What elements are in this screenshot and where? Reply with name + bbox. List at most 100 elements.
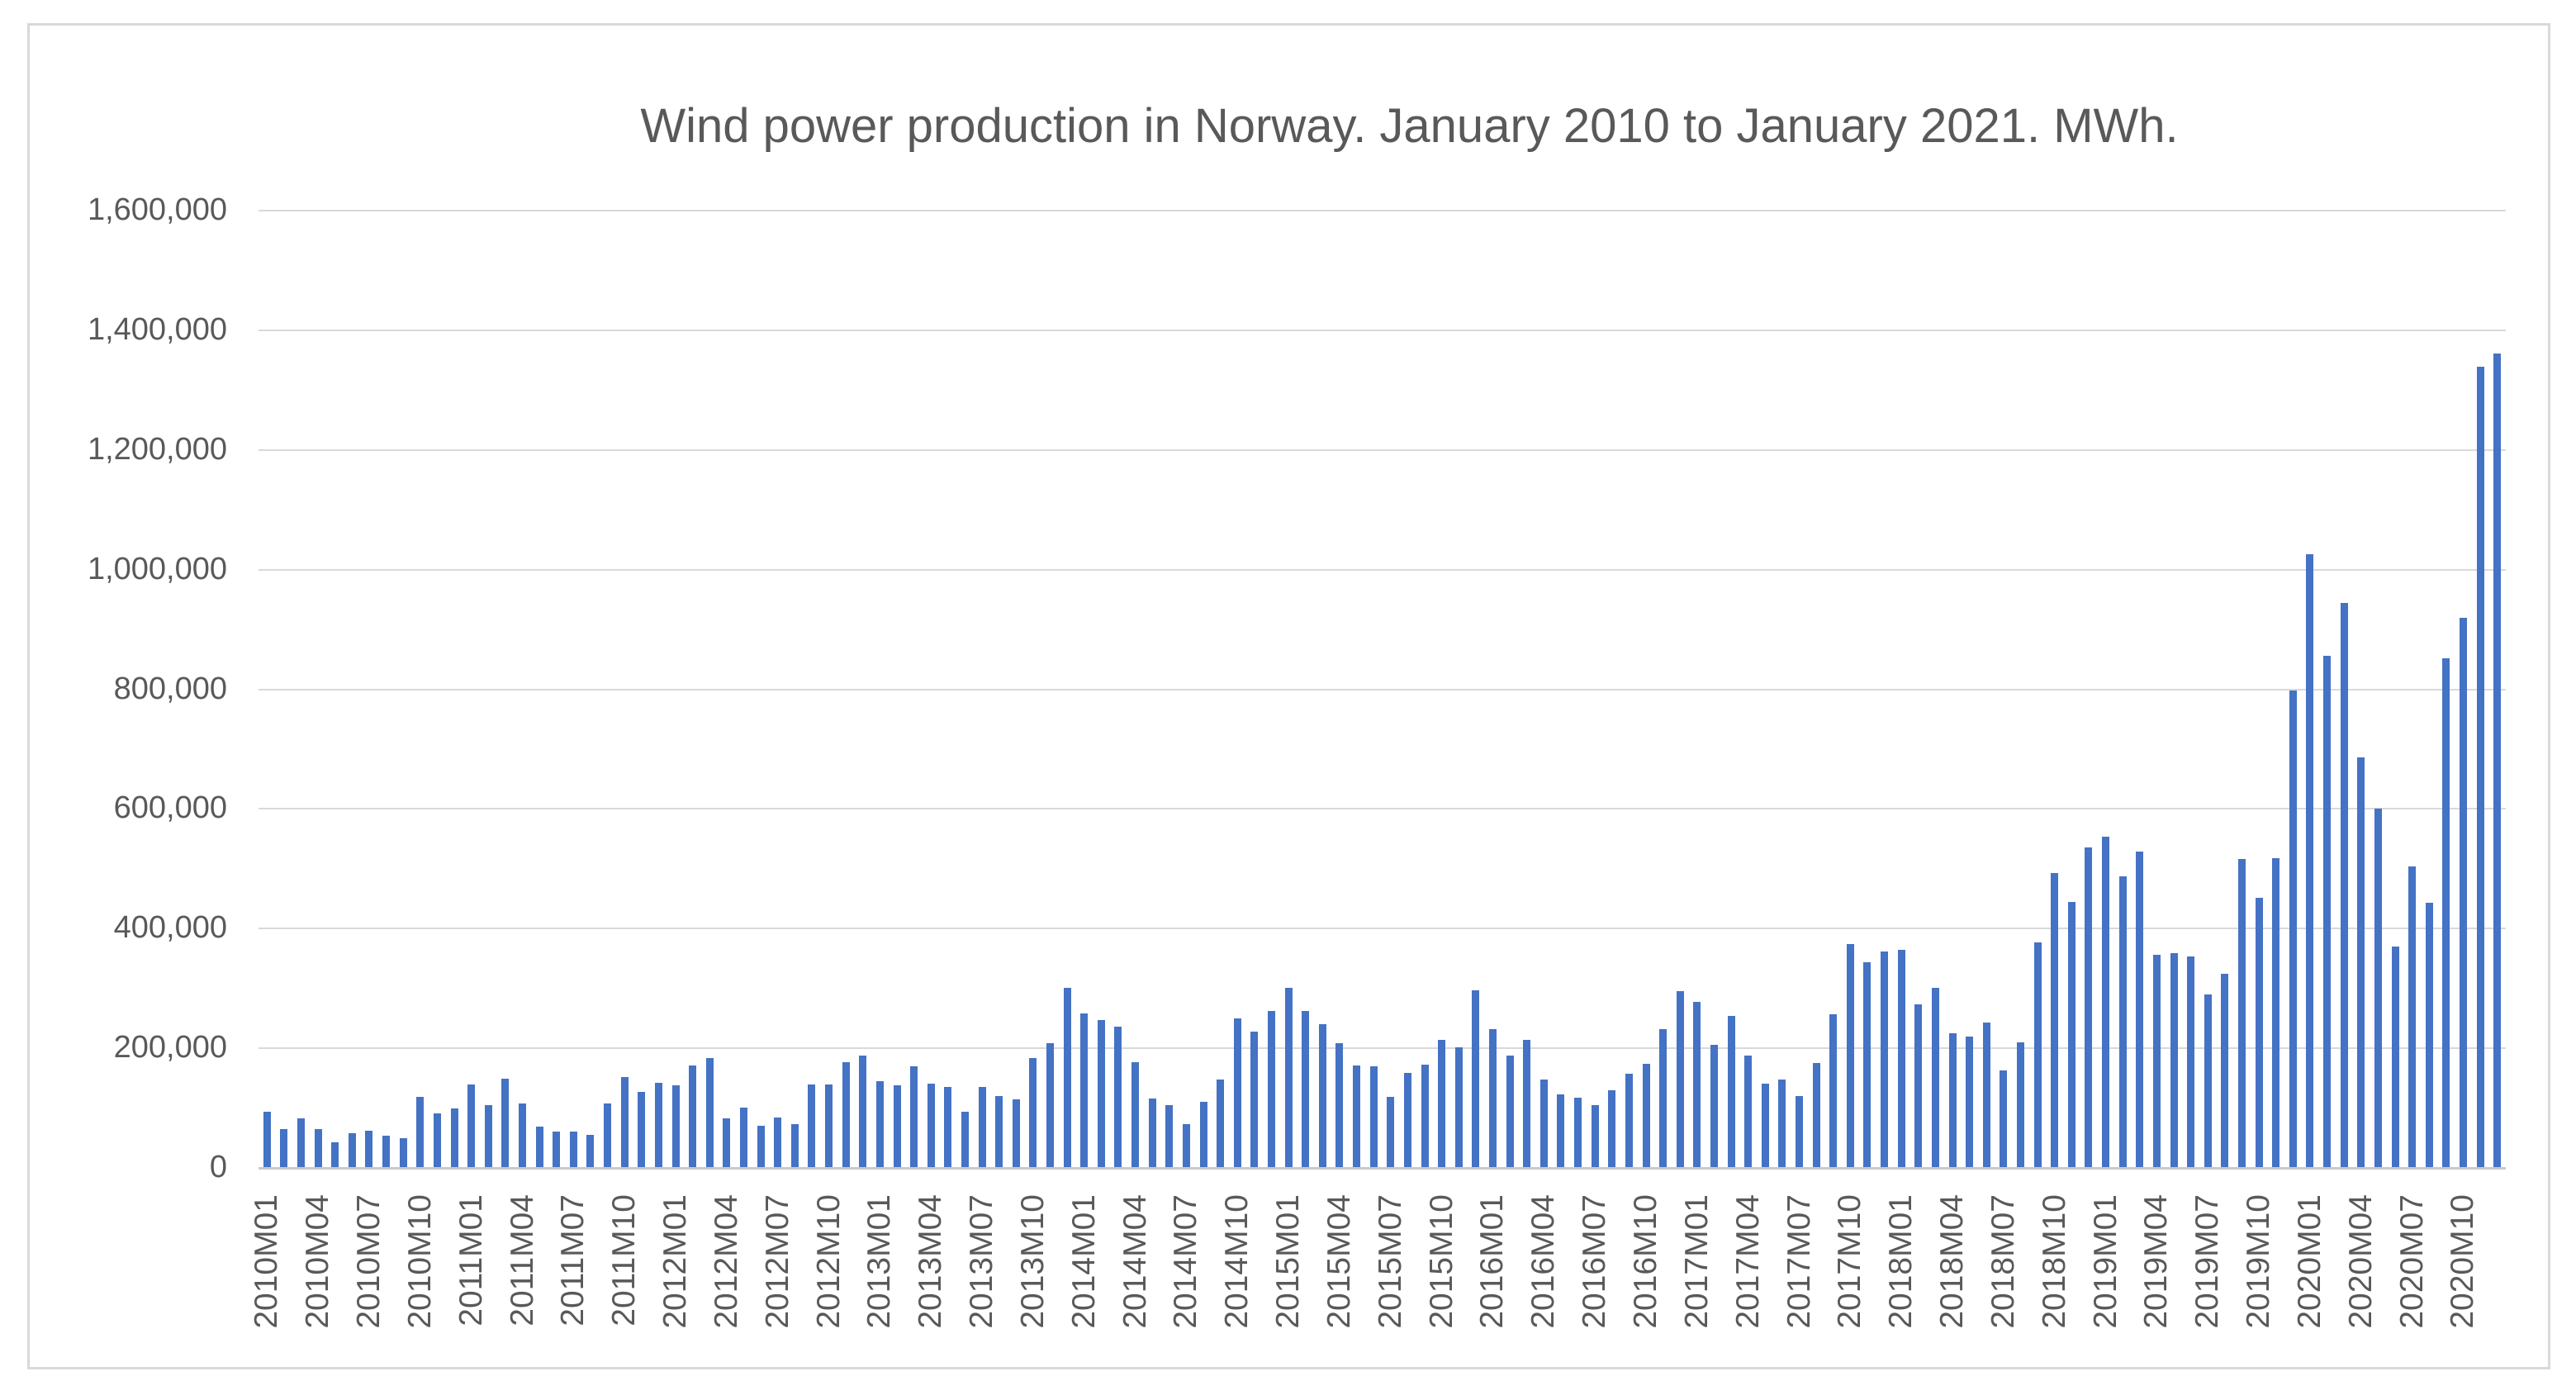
bar-2010M05 <box>331 1142 339 1167</box>
x-tick-label: 2011M04 <box>504 1194 540 1326</box>
bar-2016M10 <box>1642 1064 1650 1167</box>
x-tick-label: 2010M01 <box>249 1194 285 1329</box>
bar-2013M01 <box>875 1081 884 1167</box>
x-tick-label: 2016M04 <box>1525 1194 1562 1329</box>
x-tick-label: 2015M07 <box>1372 1194 1408 1329</box>
bar-2011M10 <box>620 1077 629 1167</box>
bar-2013M05 <box>944 1087 952 1167</box>
bar-2020M02 <box>2323 656 2332 1167</box>
bar-2010M06 <box>348 1133 356 1167</box>
bar-2018M01 <box>1897 950 1905 1167</box>
x-tick-label: 2011M01 <box>453 1194 489 1326</box>
bar-2014M07 <box>1182 1124 1190 1167</box>
bar-2019M08 <box>2221 974 2229 1167</box>
y-tick-label: 200,000 <box>113 1030 227 1065</box>
bar-2016M03 <box>1523 1040 1531 1167</box>
bar-2013M02 <box>893 1085 901 1167</box>
x-tick-label: 2014M01 <box>1065 1194 1102 1329</box>
bar-2012M02 <box>689 1065 697 1167</box>
bar-2018M08 <box>2017 1042 2024 1167</box>
bar-2018M10 <box>2051 873 2059 1167</box>
bar-2013M07 <box>978 1087 986 1167</box>
x-tick-label: 2010M07 <box>350 1194 387 1329</box>
x-tick-label: 2019M04 <box>2138 1194 2175 1329</box>
bar-2017M03 <box>1727 1016 1735 1167</box>
bar-2010M04 <box>314 1129 322 1167</box>
x-tick-label: 2020M01 <box>2291 1194 2327 1329</box>
bar-2014M03 <box>1114 1027 1122 1167</box>
bar-2012M05 <box>739 1108 747 1167</box>
bar-2014M12 <box>1268 1011 1275 1167</box>
bar-2019M10 <box>2255 898 2263 1167</box>
x-tick-label: 2013M10 <box>1014 1194 1051 1329</box>
bar-2014M01 <box>1080 1013 1089 1167</box>
x-tick-label: 2019M10 <box>2241 1194 2277 1329</box>
bar-2016M12 <box>1676 991 1684 1167</box>
bar-2018M04 <box>1948 1033 1957 1167</box>
bar-2017M02 <box>1710 1045 1718 1167</box>
bar-2019M05 <box>2170 953 2178 1167</box>
bar-2020M08 <box>2425 903 2433 1167</box>
bar-2016M11 <box>1659 1029 1668 1167</box>
bar-2017M11 <box>1863 962 1872 1167</box>
bar-2018M07 <box>2000 1070 2008 1167</box>
y-tick-label: 600,000 <box>113 790 227 826</box>
bar-2015M01 <box>1284 988 1293 1167</box>
y-tick-label: 0 <box>209 1150 227 1184</box>
x-tick-label: 2010M04 <box>300 1194 336 1329</box>
bar-2015M04 <box>1335 1043 1344 1167</box>
bar-2010M12 <box>450 1108 458 1167</box>
x-tick-label: 2020M07 <box>2393 1194 2430 1329</box>
x-tick-label: 2010M10 <box>401 1194 438 1329</box>
bar-2012M11 <box>842 1062 850 1167</box>
bar-2015M08 <box>1403 1073 1411 1167</box>
y-tick-label: 1,600,000 <box>87 192 227 227</box>
bar-2019M06 <box>2187 956 2195 1167</box>
bar-2012M08 <box>790 1124 799 1167</box>
bar-2016M08 <box>1608 1090 1616 1167</box>
y-tick-label: 1,200,000 <box>87 431 227 467</box>
bar-2014M02 <box>1097 1020 1105 1167</box>
bar-2015M07 <box>1387 1097 1395 1167</box>
bar-2017M10 <box>1846 944 1854 1167</box>
x-tick-label: 2019M01 <box>2087 1194 2123 1329</box>
bar-2012M04 <box>723 1118 731 1167</box>
y-tick-label: 1,400,000 <box>87 311 227 347</box>
gridline <box>259 210 2506 211</box>
bar-2015M05 <box>1353 1065 1361 1167</box>
bar-2014M08 <box>1199 1102 1207 1167</box>
bar-2020M09 <box>2442 658 2450 1167</box>
bar-2011M08 <box>586 1135 595 1167</box>
bar-2010M01 <box>263 1112 271 1167</box>
bar-2016M02 <box>1506 1056 1514 1167</box>
x-tick-label: 2016M07 <box>1577 1194 1613 1329</box>
bar-2010M02 <box>280 1129 288 1167</box>
bar-2014M10 <box>1233 1018 1241 1167</box>
bar-2013M11 <box>1046 1043 1055 1167</box>
gridline <box>259 928 2506 930</box>
x-tick-label: 2015M04 <box>1321 1194 1357 1329</box>
bar-2011M04 <box>519 1103 526 1167</box>
x-tick-label: 2016M10 <box>1628 1194 1663 1329</box>
x-tick-label: 2015M01 <box>1270 1194 1307 1329</box>
bar-2013M06 <box>961 1112 969 1167</box>
bar-2011M05 <box>535 1127 543 1167</box>
bar-2020M03 <box>2340 603 2348 1167</box>
bar-2018M06 <box>1982 1023 1990 1167</box>
bar-2017M12 <box>1881 952 1889 1167</box>
bar-2015M02 <box>1302 1011 1310 1167</box>
bar-2011M02 <box>484 1105 492 1167</box>
bar-2016M04 <box>1539 1080 1548 1167</box>
bar-2012M12 <box>859 1056 867 1167</box>
bar-2018M03 <box>1931 988 1939 1167</box>
bar-2011M12 <box>654 1083 662 1167</box>
bar-2012M03 <box>705 1058 714 1167</box>
bar-2019M01 <box>2102 837 2110 1167</box>
x-tick-label: 2018M01 <box>1883 1194 1919 1329</box>
bar-2019M02 <box>2118 876 2127 1167</box>
x-tick-label: 2011M07 <box>555 1194 591 1326</box>
bar-2010M10 <box>416 1097 425 1167</box>
bar-2016M05 <box>1557 1094 1565 1167</box>
x-tick-label: 2017M10 <box>1832 1194 1868 1329</box>
bar-2010M09 <box>399 1138 407 1167</box>
